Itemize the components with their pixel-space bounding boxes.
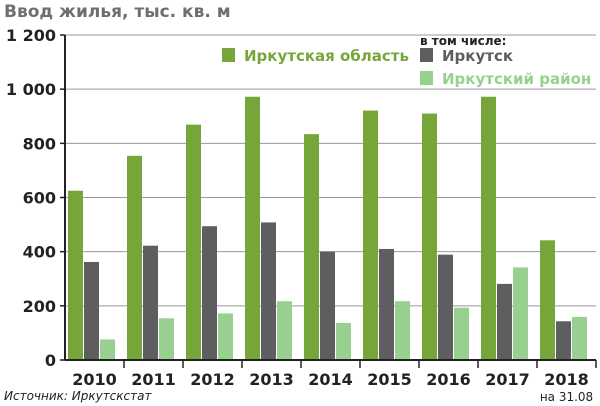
bar-2013-2 bbox=[277, 301, 292, 360]
bar-2012-0 bbox=[186, 124, 201, 360]
y-tick-label: 0 bbox=[45, 351, 56, 370]
bar-2018-1 bbox=[556, 321, 571, 360]
bar-2014-1 bbox=[320, 251, 335, 360]
bar-2015-0 bbox=[363, 110, 378, 360]
y-tick-label: 400 bbox=[23, 243, 56, 262]
bar-2011-0 bbox=[127, 155, 142, 360]
bar-2018-2 bbox=[572, 316, 587, 360]
bar-2017-1 bbox=[497, 283, 512, 360]
bar-2017-2 bbox=[513, 267, 528, 360]
legend-header: в том числе: bbox=[420, 34, 506, 48]
legend-label: Иркутский район bbox=[442, 70, 591, 88]
legend-swatch bbox=[420, 71, 433, 85]
bar-2014-2 bbox=[336, 322, 351, 360]
y-tick-label: 1 000 bbox=[6, 80, 56, 99]
x-tick-label: 2016 bbox=[426, 370, 471, 389]
x-tick-label: 2015 bbox=[367, 370, 412, 389]
bar-2016-0 bbox=[422, 113, 437, 361]
legend-swatch bbox=[420, 48, 433, 62]
x-tick-label: 2017 bbox=[485, 370, 530, 389]
x-tick-label: 2013 bbox=[249, 370, 294, 389]
chart-title: Ввод жилья, тыс. кв. м bbox=[4, 2, 231, 22]
bar-2016-2 bbox=[454, 307, 469, 360]
bar-2011-1 bbox=[143, 245, 158, 360]
x-tick-label: 2018 bbox=[544, 370, 589, 389]
bar-2015-1 bbox=[379, 248, 394, 360]
legend-label: Иркутск bbox=[442, 47, 513, 65]
bar-2012-2 bbox=[218, 313, 233, 360]
bar-2012-1 bbox=[202, 226, 217, 360]
bar-2010-0 bbox=[68, 190, 83, 360]
bar-2014-0 bbox=[304, 134, 319, 360]
bar-2011-2 bbox=[159, 318, 174, 360]
source-note: Источник: Иркутскстат bbox=[4, 389, 152, 403]
x-tick-label: 2010 bbox=[72, 370, 117, 389]
bar-2015-2 bbox=[395, 301, 410, 360]
bar-2017-0 bbox=[481, 96, 496, 360]
bar-2013-0 bbox=[245, 96, 260, 360]
x-tick-label: 2011 bbox=[131, 370, 176, 389]
y-tick-label: 1 200 bbox=[6, 26, 56, 45]
bar-2016-1 bbox=[438, 254, 453, 360]
legend-swatch bbox=[222, 48, 235, 62]
bar-2010-2 bbox=[100, 339, 115, 360]
y-tick-label: 600 bbox=[23, 189, 56, 208]
bar-2013-1 bbox=[261, 222, 276, 360]
bar-2010-1 bbox=[84, 261, 99, 360]
x-tick-label: 2014 bbox=[308, 370, 353, 389]
x-tick-label: 2012 bbox=[190, 370, 235, 389]
y-tick-label: 800 bbox=[23, 134, 56, 153]
x-sublabel: на 31.08 bbox=[540, 390, 593, 404]
bar-2018-0 bbox=[540, 240, 555, 360]
y-tick-label: 200 bbox=[23, 297, 56, 316]
legend-label: Иркутская область bbox=[244, 47, 409, 65]
